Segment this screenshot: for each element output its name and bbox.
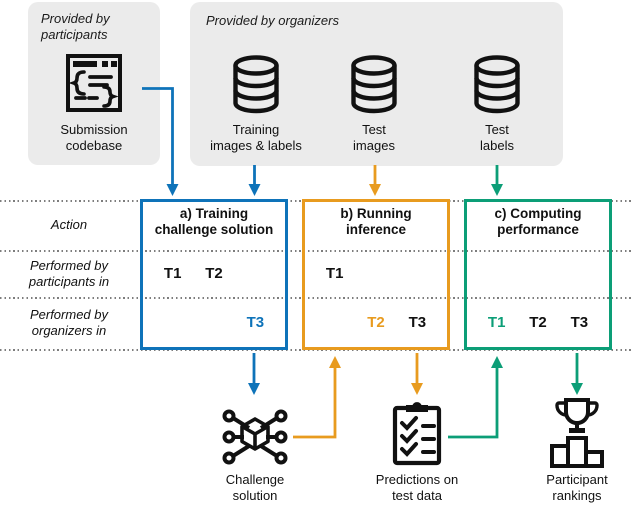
action-box-performance: c) Computing performance T1 T2 T3 [464, 199, 612, 350]
timeslot [314, 298, 355, 346]
code-window-icon [64, 52, 124, 114]
predictions-label: Predictions on test data [375, 472, 459, 503]
inference-organizers-row: T2 T3 [314, 298, 438, 346]
timeslot: T1 [487, 313, 506, 331]
test-images-label: Test images [353, 122, 395, 153]
timeslot: T3 [246, 313, 265, 331]
database-icon [346, 54, 402, 116]
submission-codebase-item: Submission codebase [28, 2, 160, 165]
timeslot [355, 250, 396, 296]
training-organizers-row: T3 [152, 298, 276, 346]
database-icon [469, 54, 525, 116]
performance-participants-row [476, 250, 600, 296]
database-icon [228, 54, 284, 116]
timeslot [235, 250, 276, 296]
organizers-source-panel: Provided by organizers Training images &… [190, 2, 563, 166]
action-box-training: a) Training challenge solution T1 T2 T3 [140, 199, 288, 350]
trophy-podium-icon [546, 395, 608, 469]
timeslot [517, 250, 558, 296]
rankings-label: Participant rankings [546, 472, 608, 503]
timeslot: T3 [570, 313, 589, 331]
timeslot [193, 298, 234, 346]
timeslot [476, 250, 517, 296]
action-box-training-title: a) Training challenge solution [154, 206, 274, 237]
network-model-icon [222, 409, 288, 465]
timeslot: T3 [408, 313, 427, 331]
training-data-label: Training images & labels [210, 122, 302, 153]
organizers-panel-title: Provided by organizers [206, 13, 339, 28]
timeslot: T1 [163, 264, 182, 282]
training-participants-row: T1 T2 [152, 250, 276, 296]
row-label-action: Action [50, 217, 88, 232]
action-box-inference-title: b) Running inference [340, 206, 412, 237]
challenge-solution-label: Challenge solution [225, 472, 285, 503]
timeslot: T2 [367, 313, 385, 331]
test-labels-item: Test labels [431, 2, 563, 165]
submission-codebase-label: Submission codebase [60, 122, 128, 153]
action-box-performance-title: c) Computing performance [494, 206, 582, 237]
training-data-item: Training images & labels [190, 2, 322, 165]
timeslot [152, 298, 193, 346]
action-box-inference: b) Running inference T1 T2 T3 [302, 199, 450, 350]
timeslot [397, 250, 438, 296]
participants-panel-title: Provided by participants [41, 11, 110, 42]
timeslot [559, 250, 600, 296]
inference-participants-row: T1 [314, 250, 438, 296]
participants-source-panel: Provided by participants Submission code… [28, 2, 160, 165]
test-labels-label: Test labels [480, 122, 514, 153]
checklist-icon [390, 399, 444, 467]
timeslot: T2 [529, 313, 547, 331]
row-label-participants: Performed by participants in [28, 257, 110, 289]
performance-organizers-row: T1 T2 T3 [476, 298, 600, 346]
row-label-organizers: Performed by organizers in [29, 307, 109, 338]
timeslot: T2 [205, 264, 223, 282]
test-images-item: Test images [308, 2, 440, 165]
row-divider [0, 297, 632, 299]
row-divider [0, 250, 632, 252]
timeslot: T1 [325, 264, 344, 282]
